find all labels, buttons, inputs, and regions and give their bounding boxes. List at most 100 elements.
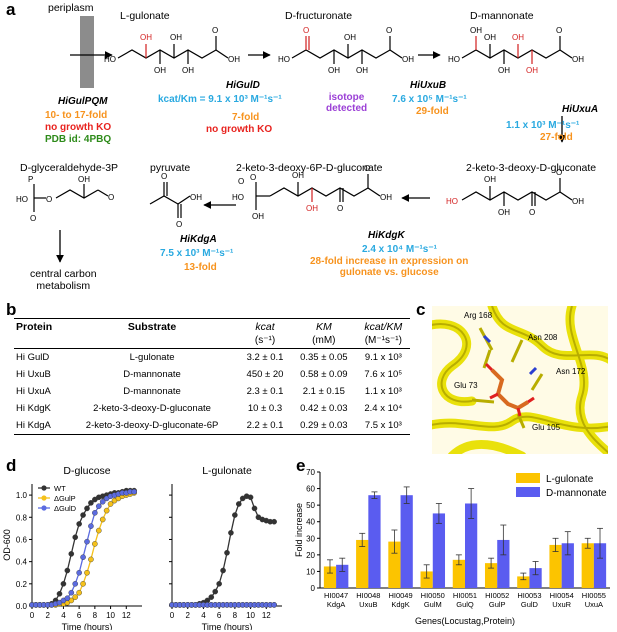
guld-name: HiGulD (226, 80, 260, 91)
col-km: KM (291, 318, 357, 335)
cell-protein: Hi UxuA (16, 386, 51, 397)
legend-label: L-gulonate (546, 474, 594, 485)
guld-ko: no growth KO (206, 124, 273, 135)
svg-text:HO: HO (278, 55, 290, 64)
data-point (68, 589, 75, 596)
gulpqm-name: HiGulPQM (58, 96, 108, 107)
data-point (72, 594, 79, 600)
cell-km: 0.35 ± 0.05 (300, 352, 348, 363)
cell-kcat: 3.2 ± 0.1 (246, 352, 284, 363)
x-tick-label: 2 (45, 611, 50, 620)
data-point (99, 516, 106, 523)
svg-text:O: O (303, 26, 309, 35)
svg-text:O: O (176, 220, 182, 229)
svg-text:O: O (364, 164, 370, 173)
data-point (95, 503, 102, 509)
kdg-label: 2-keto-3-deoxy-D-gluconate (466, 162, 597, 174)
g3p-structure (33, 184, 109, 212)
category-label: GulQ (456, 600, 474, 609)
y-axis-label: Fold increase (294, 503, 304, 557)
cell-kcat: 10 ± 0.3 (247, 403, 283, 414)
data-point (224, 549, 230, 556)
x-axis-label: Genes(Locustag,Protein) (415, 616, 515, 626)
residue-glu105: Glu 105 (532, 423, 561, 432)
central-metabolism-label: central carbon metabolism (30, 268, 97, 292)
kdgk-name: HiKdgK (368, 230, 405, 241)
kdga-kcat: 7.5 x 10³ M⁻¹s⁻¹ (160, 248, 234, 259)
cell-protein: Hi UxuB (16, 369, 51, 380)
svg-text:OH: OH (402, 55, 414, 64)
data-point (251, 505, 258, 512)
data-point (220, 567, 226, 574)
uxub-name: HiUxuB (410, 80, 447, 91)
panel-e-letter: e (296, 456, 306, 475)
svg-text:HO: HO (446, 197, 458, 206)
svg-text:O: O (337, 204, 343, 213)
data-point (88, 556, 94, 563)
data-point (92, 541, 98, 547)
kdg-structure (461, 178, 573, 206)
uxua-kcat: 1.1 x 10³ M⁻¹s⁻¹ (506, 120, 580, 131)
table-row: Hi KdgA 2-keto-3-deoxy-D-gluconate-6P 2.… (14, 417, 410, 435)
category-label: HI0055 (582, 591, 606, 600)
kdgk-kcat: 2.4 x 10⁴ M⁻¹s⁻¹ (362, 244, 437, 255)
y-tick-label: 1.0 (16, 491, 28, 500)
svg-text:O: O (529, 208, 535, 217)
y-axis-label: OD-600 (2, 529, 12, 561)
l-gulonate-structure (117, 36, 229, 64)
svg-text:O: O (46, 195, 52, 204)
svg-text:O: O (161, 172, 167, 181)
bar-L-gulonate (484, 563, 498, 588)
svg-text:OH: OH (572, 197, 584, 206)
data-point (88, 523, 94, 529)
legend-marker (41, 495, 47, 501)
pyruvate-label: pyruvate (150, 162, 191, 174)
data-point (76, 521, 82, 527)
svg-text:O: O (30, 214, 36, 223)
cell-kcat: 2.3 ± 0.1 (246, 386, 284, 397)
category-label: HI0054 (550, 591, 574, 600)
l-gulonate-label: L-gulonate (120, 10, 170, 22)
kinetics-table: Protein Substrate kcat KM kcat/KM (s⁻¹) … (14, 318, 410, 435)
x-tick-label: 8 (233, 611, 238, 620)
bar-L-gulonate (356, 539, 369, 588)
data-point (80, 554, 86, 560)
data-point (216, 581, 222, 587)
data-point (131, 488, 137, 495)
cell-substrate: 2-keto-3-deoxy-D-gluconate-6P (65, 417, 239, 435)
uxua-name: HiUxuA (562, 104, 599, 115)
y-tick-label: 0.2 (16, 580, 28, 589)
data-point (84, 538, 90, 545)
svg-text:OH: OH (170, 33, 182, 42)
category-label: UxuB (359, 600, 377, 609)
plot-title: D-glucose (63, 465, 110, 477)
cell-ratio: 1.1 x 10³ (364, 386, 402, 397)
cell-km: 0.42 ± 0.03 (300, 403, 348, 414)
d-fructuronate-label: D-fructuronate (285, 10, 353, 22)
y-tick-label: 0.4 (16, 558, 28, 567)
y-tick-label: 0.8 (16, 513, 28, 522)
data-point (80, 581, 86, 587)
residue-glu73: Glu 73 (454, 381, 478, 390)
bar-L-gulonate (388, 541, 401, 588)
cell-km: 2.1 ± 0.15 (302, 386, 345, 397)
data-point (232, 512, 238, 518)
svg-text:OH: OH (526, 66, 538, 75)
bar-D-mannonate (561, 543, 574, 588)
uxub-kcat: 7.6 x 10⁵ M⁻¹s⁻¹ (392, 94, 467, 105)
data-point (56, 590, 63, 597)
category-label: KdgA (327, 600, 345, 609)
category-label: KdgK (391, 600, 409, 609)
svg-text:HO: HO (104, 55, 116, 64)
svg-text:OH: OH (484, 175, 496, 184)
kdgp-structure (255, 174, 381, 210)
x-tick-label: 0 (170, 611, 175, 620)
category-label: HI0047 (324, 591, 348, 600)
svg-text:OH: OH (154, 66, 166, 75)
data-point (64, 595, 71, 602)
category-label: GulM (424, 600, 442, 609)
svg-text:OH: OH (572, 55, 584, 64)
svg-text:OH: OH (470, 26, 482, 35)
svg-text:OH: OH (252, 212, 264, 221)
